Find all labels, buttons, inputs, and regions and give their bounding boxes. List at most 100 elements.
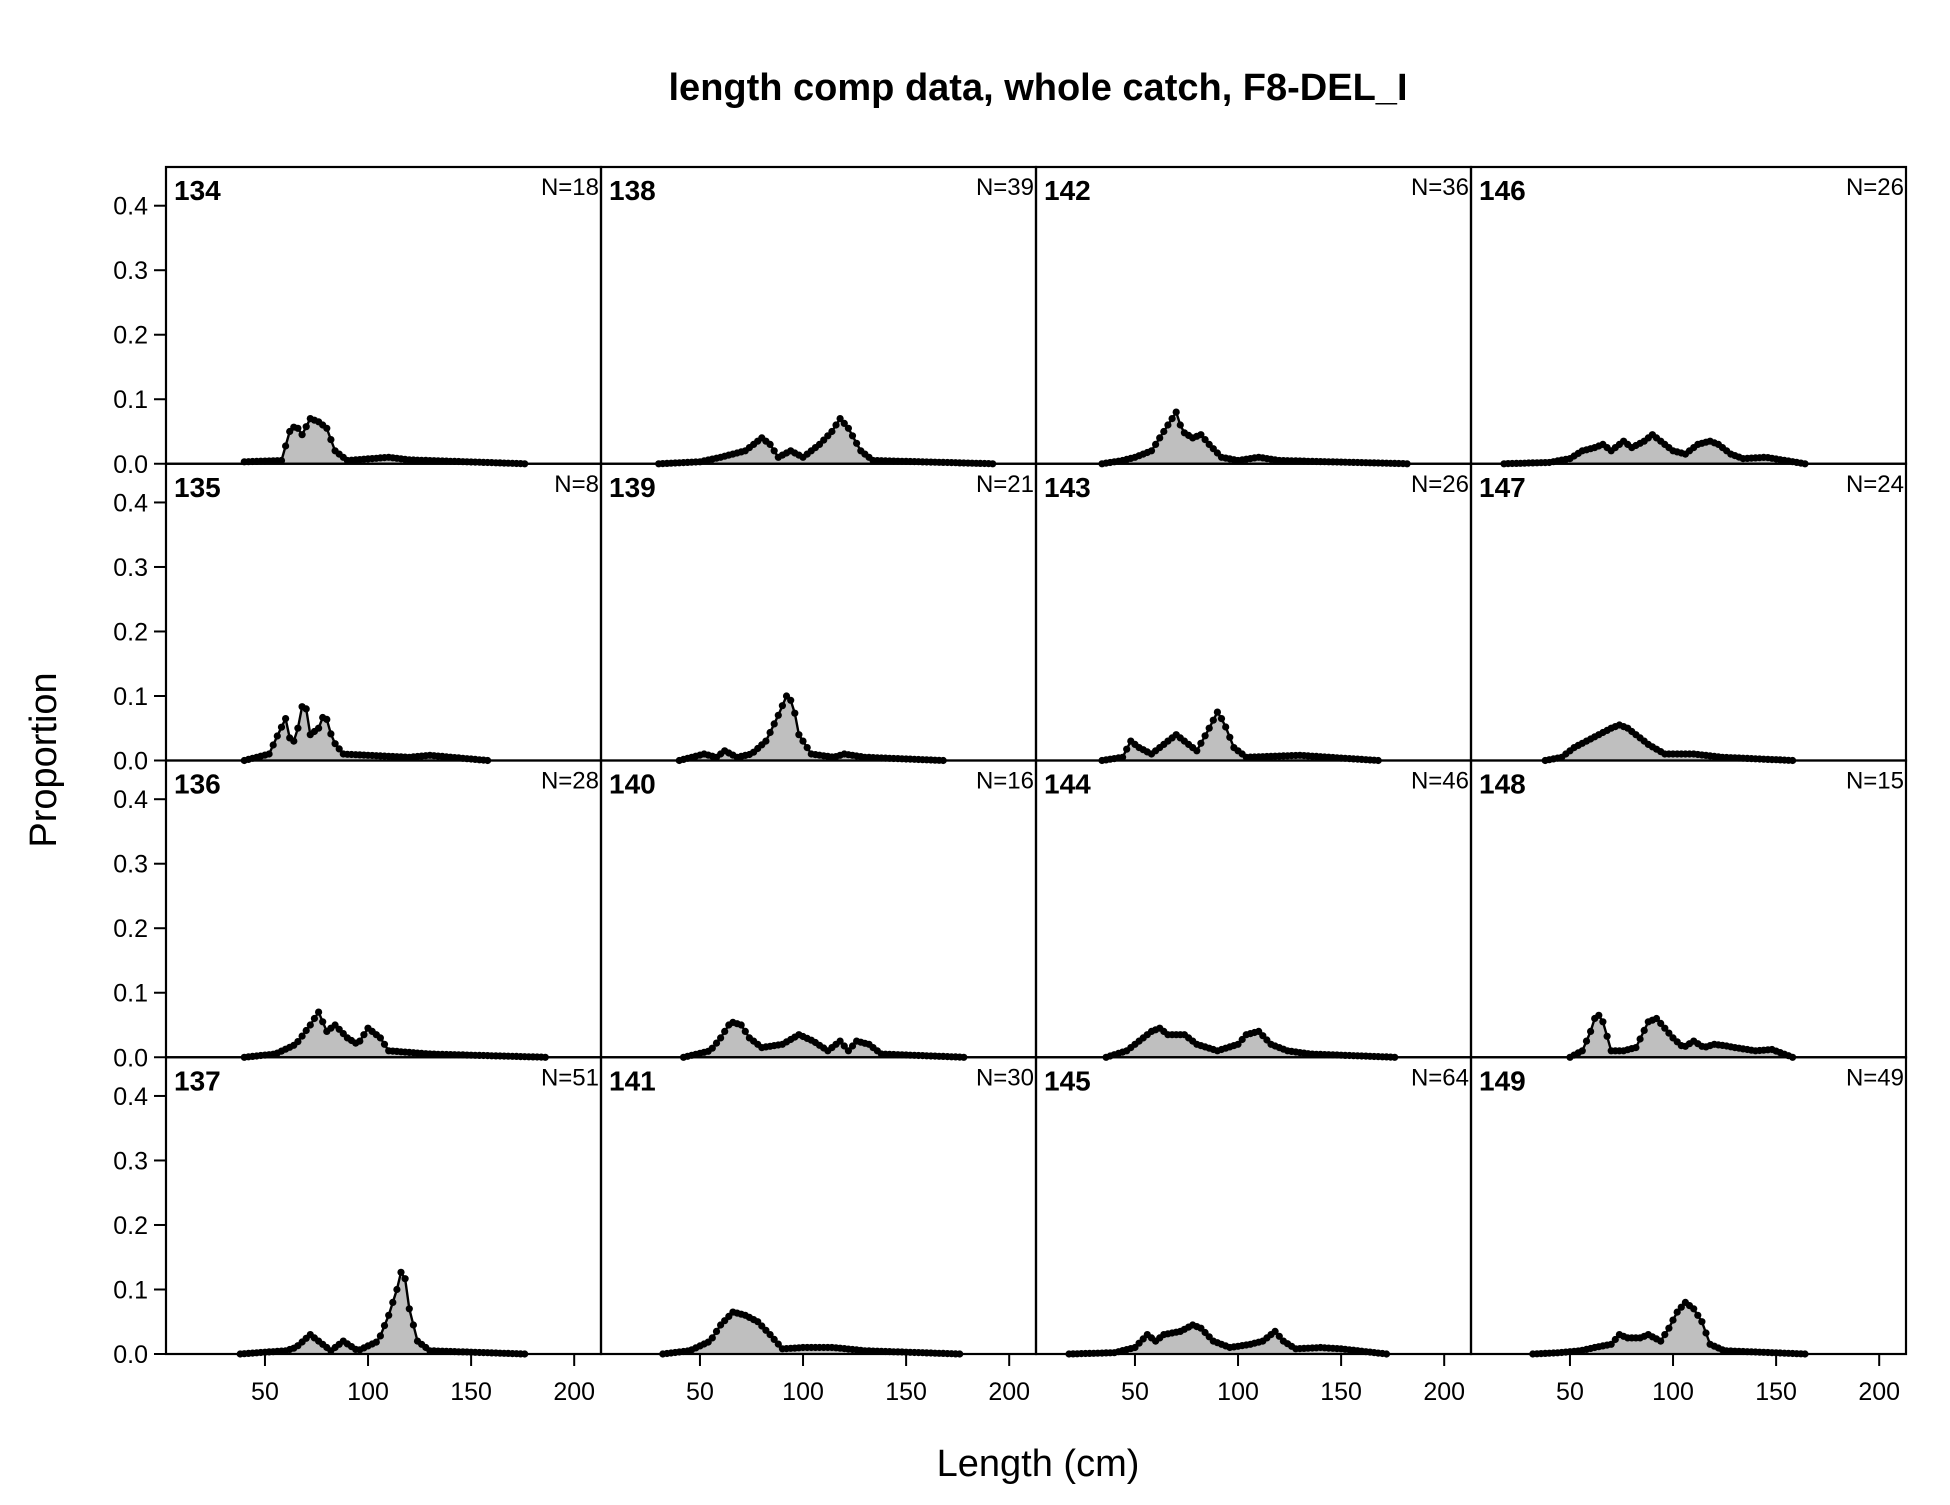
panel-138-point-48 [853,440,860,447]
panel-label-138: 138 [609,175,656,206]
panel-138-point-43 [832,421,839,428]
panel-148-point-17 [1637,1035,1644,1042]
panel-143-point-28 [1214,709,1221,716]
y-tick-label-136-4: 0.4 [113,786,148,814]
x-tick-label-149-0: 50 [1556,1378,1584,1406]
panel-label-140: 140 [609,769,656,800]
panel-137-point-35 [381,1322,388,1329]
panel-141-point-12 [709,1334,716,1341]
panel-148: 148 N=15 [1471,761,1906,1061]
panel-134: 134 N=18 0.0 0.1 0.2 0.3 0.4 [113,167,601,479]
x-tick-label-141-3: 200 [988,1378,1030,1406]
panel-148-point-3 [1579,1047,1586,1054]
panel-143-point-30 [1222,723,1229,730]
x-tick-label-145-0: 50 [1121,1378,1149,1406]
panel-149-point-33 [1665,1325,1672,1332]
panel-143-point-24 [1197,740,1204,747]
panel-140-frame [601,761,1036,1058]
panel-label-137: 137 [174,1065,221,1096]
panel-140-point-15 [742,1028,749,1035]
panel-139-point-31 [804,744,811,751]
panel-143-point-27 [1210,717,1217,724]
panel-135-point-12 [290,738,297,745]
x-tick-label-137-3: 200 [553,1378,595,1406]
panel-147-frame [1471,464,1906,761]
panel-label-146: 146 [1479,175,1526,206]
panel-label-145: 145 [1044,1065,1091,1096]
panel-135-point-20 [323,716,330,723]
panel-139-point-27 [787,697,794,704]
panel-136: 136 N=280.00.10.20.30.4 [113,761,601,1073]
panel-148-point-9 [1604,1033,1611,1040]
panel-135-point-9 [278,724,285,731]
y-tick-label-137-4: 0.4 [113,1083,148,1111]
x-tick-label-149-2: 150 [1755,1378,1797,1406]
panel-145: 145 N=6450 100 150 200 [1036,1057,1471,1406]
panel-136-point-19 [319,1018,326,1025]
panel-141-frame [601,1057,1036,1354]
panel-136-frame [166,761,601,1058]
panel-n-label-147: N=24 [1846,471,1904,498]
panel-138-point-47 [849,432,856,439]
x-tick-label-145-1: 100 [1217,1378,1259,1406]
panel-140: 140 N=16 [601,761,1036,1061]
panel-143: 143 N=26 [1036,464,1471,764]
y-tick-label-136-2: 0.2 [113,915,148,943]
panel-139-point-29 [795,731,802,738]
panel-137-point-36 [385,1312,392,1319]
panel-140-point-10 [721,1028,728,1035]
panel-137-point-41 [406,1305,413,1312]
x-tick-label-149-3: 200 [1858,1378,1900,1406]
y-tick-label-137-3: 0.3 [113,1147,148,1175]
y-tick-label-137-2: 0.2 [113,1212,148,1240]
panel-149-point-41 [1698,1318,1705,1325]
panel-149-point-31 [1657,1338,1664,1345]
panel-148-point-8 [1599,1018,1606,1025]
panel-139: 139 N=21 [601,464,1036,764]
panel-143-point-25 [1202,732,1209,739]
panel-label-141: 141 [609,1065,656,1096]
panel-142: 142 N=36 [1036,167,1471,467]
panel-140-area [684,1022,964,1057]
panel-138-point-28 [771,447,778,454]
panel-140-point-14 [738,1021,745,1028]
panel-n-label-140: N=16 [976,768,1034,795]
panel-139-point-25 [779,702,786,709]
panel-n-label-137: N=51 [541,1064,599,1091]
panel-135-point-13 [294,725,301,732]
panel-134-point-14 [299,431,306,438]
panel-137-point-38 [393,1286,400,1293]
panel-141: 141 N=30 50 100 150 200 [601,1057,1036,1406]
panel-142-point-18 [1173,409,1180,416]
x-tick-label-149-1: 100 [1652,1378,1694,1406]
x-axis-title: Length (cm) [937,1443,1140,1485]
panel-148-point-5 [1587,1028,1594,1035]
panel-n-label-145: N=64 [1411,1064,1469,1091]
y-tick-label-135-0: 0.0 [113,748,148,776]
panel-139-point-30 [799,738,806,745]
chart-title: length comp data, whole catch, F8-DEL_I [669,67,1408,109]
y-tick-label-136-1: 0.1 [113,980,148,1008]
panel-135-point-7 [270,741,277,748]
x-tick-label-141-2: 150 [885,1378,927,1406]
y-tick-label-136-0: 0.0 [113,1044,148,1072]
panel-149: 149 N=49 50 100 150 200 [1471,1057,1906,1406]
panel-142-point-17 [1169,415,1176,422]
panel-142-frame [1036,167,1471,464]
panel-n-label-138: N=39 [976,174,1034,201]
panel-label-148: 148 [1479,769,1526,800]
panel-148-frame [1471,761,1906,1058]
panel-149-point-32 [1661,1331,1668,1338]
panel-n-label-149: N=49 [1846,1064,1904,1091]
panel-134-frame [166,167,601,464]
y-tick-label-137-0: 0.0 [113,1341,148,1369]
panel-144-frame [1036,761,1471,1058]
panel-label-149: 149 [1479,1065,1526,1096]
panel-137-frame [166,1057,601,1354]
panel-143-frame [1036,464,1471,761]
panel-140-point-9 [717,1034,724,1041]
panel-label-147: 147 [1479,472,1526,503]
panel-138: 138 N=39 [601,167,1036,467]
panel-136-point-17 [311,1015,318,1022]
